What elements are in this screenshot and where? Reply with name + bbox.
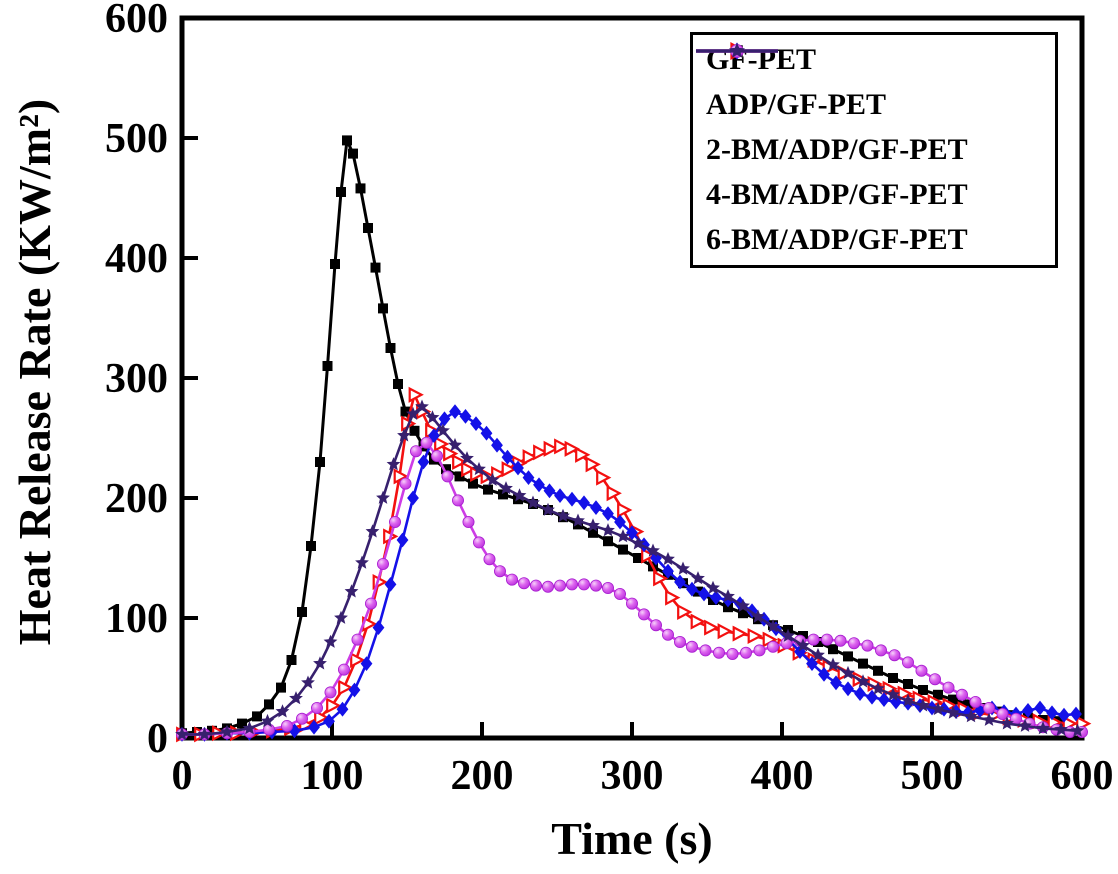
legend-label: 6-BM/ADP/GF-PET bbox=[706, 223, 968, 257]
legend-marker-star-icon bbox=[696, 42, 778, 58]
x-tick-label: 600 bbox=[1050, 753, 1114, 799]
series-6-BM/ADP/GF-PET bbox=[175, 399, 1085, 741]
legend: GF-PET ADP/GF-PET 2-BM/ADP/GF-PET 4-BM/ADP/… bbox=[690, 32, 1058, 268]
legend-item: 6-BM/ADP/GF-PET bbox=[696, 42, 1055, 262]
legend-item: ADP/GF-PET bbox=[696, 42, 1055, 127]
y-tick-label: 300 bbox=[105, 356, 168, 402]
y-tick-label: 200 bbox=[105, 476, 168, 522]
y-tick-label: 100 bbox=[105, 596, 168, 642]
legend-label: 2-BM/ADP/GF-PET bbox=[706, 132, 968, 166]
y-tick-label: 600 bbox=[105, 0, 168, 42]
plot-frame bbox=[179, 15, 1085, 741]
x-tick-label: 300 bbox=[600, 753, 664, 799]
x-tick-label: 500 bbox=[900, 753, 964, 799]
y-tick-label: 500 bbox=[105, 116, 168, 162]
legend-label: ADP/GF-PET bbox=[706, 87, 886, 121]
series-4-BM/ADP/GF-PET bbox=[175, 436, 1089, 741]
legend-item: 4-BM/ADP/GF-PET bbox=[696, 44, 1055, 217]
y-tick-label: 400 bbox=[105, 236, 168, 282]
y-tick-label: 0 bbox=[147, 716, 168, 762]
x-axis-title: Time (s) bbox=[551, 813, 713, 864]
x-tick-label: 100 bbox=[300, 753, 364, 799]
x-tick-label: 400 bbox=[750, 753, 814, 799]
x-tick-label: 0 bbox=[171, 753, 193, 799]
legend-label: 4-BM/ADP/GF-PET bbox=[706, 178, 968, 212]
legend-label: GF-PET bbox=[706, 42, 816, 76]
x-tick-label: 200 bbox=[450, 753, 514, 799]
y-axis-title: Heat Release Rate (KW/m²) bbox=[9, 98, 60, 646]
legend-item: 2-BM/ADP/GF-PET bbox=[696, 42, 1055, 172]
